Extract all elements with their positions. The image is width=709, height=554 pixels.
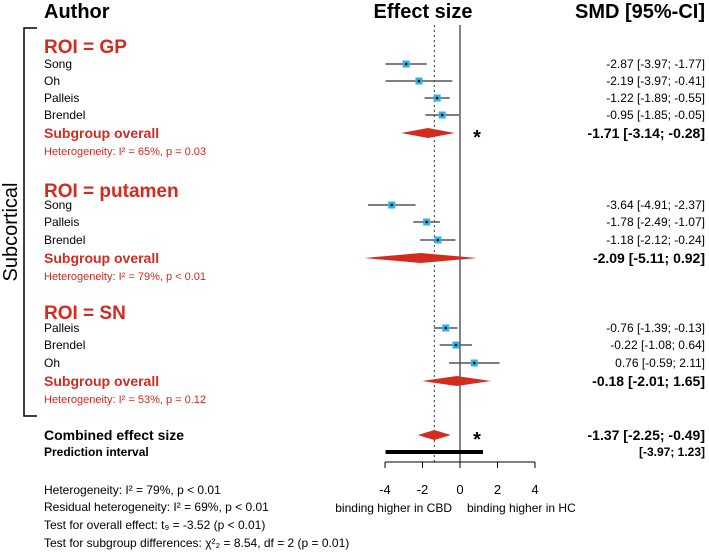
- x-tick-label: -4: [379, 482, 391, 497]
- header-smd: SMD [95%-CI]: [575, 1, 705, 23]
- footer-statistic: Test for subgroup differences: χ²₂ = 8.5…: [44, 536, 349, 550]
- study-name: Brendel: [44, 233, 85, 247]
- study-point-center: [436, 238, 440, 242]
- x-tick-label: 0: [456, 482, 463, 497]
- study-point-center: [435, 96, 439, 100]
- subgroup-diamond: [401, 128, 455, 138]
- subgroup-smd-label: -1.71 [-3.14; -0.28]: [588, 125, 706, 141]
- study-name: Brendel: [44, 108, 85, 122]
- combined-smd-label: -1.37 [-2.25; -0.49]: [588, 427, 706, 443]
- subgroup-overall-label: Subgroup overall: [44, 125, 159, 141]
- study-point-center: [444, 326, 448, 330]
- subgroup-title: ROI = putamen: [44, 181, 179, 202]
- study-smd-label: -1.18 [-2.12; -0.24]: [606, 233, 705, 247]
- study-name: Palleis: [44, 321, 79, 335]
- significance-marker: *: [473, 429, 481, 451]
- study-point-center: [425, 220, 428, 224]
- group-label: Subcortical: [0, 183, 22, 282]
- x-tick-label: 2: [494, 482, 501, 497]
- study-name: Song: [44, 198, 72, 212]
- subgroup-smd-label: -2.09 [-5.11; 0.92]: [593, 250, 705, 266]
- prediction-smd-label: [-3.97; 1.23]: [639, 445, 705, 459]
- subgroup-smd-label: -0.18 [-2.01; 1.65]: [592, 373, 705, 389]
- group-bracket: [23, 27, 37, 417]
- subgroup-diamond: [364, 253, 478, 263]
- combined-diamond: [417, 430, 451, 440]
- study-smd-label: 0.76 [-0.59; 2.11]: [615, 356, 705, 370]
- study-name: Song: [44, 57, 72, 71]
- subgroup-heterogeneity: Heterogeneity: I² = 65%, p = 0.03: [44, 146, 206, 158]
- study-smd-label: -2.19 [-3.97; -0.41]: [606, 74, 705, 88]
- study-smd-label: -0.95 [-1.85; -0.05]: [606, 108, 705, 122]
- header-effect-size: Effect size: [374, 1, 473, 23]
- header-author: Author: [44, 1, 110, 23]
- study-point-center: [440, 113, 444, 117]
- study-name: Oh: [44, 74, 60, 88]
- x-label-left: binding higher in CBD: [335, 501, 452, 515]
- footer-statistic: Test for overall effect: t₉ = -3.52 (p <…: [44, 518, 265, 532]
- study-smd-label: -0.22 [-1.08; 0.64]: [610, 338, 705, 352]
- prediction-label: Prediction interval: [44, 445, 149, 459]
- subgroup-heterogeneity: Heterogeneity: I² = 79%, p < 0.01: [44, 271, 206, 283]
- subgroup-title: ROI = GP: [44, 37, 127, 58]
- x-label-right: binding higher in HC: [467, 501, 576, 515]
- study-name: Palleis: [44, 215, 79, 229]
- study-smd-label: -2.87 [-3.97; -1.77]: [606, 57, 705, 71]
- subgroup-title: ROI = SN: [44, 303, 126, 324]
- footer-statistic: Heterogeneity: I² = 79%, p < 0.01: [44, 483, 221, 497]
- study-point-center: [404, 62, 408, 66]
- study-point-center: [472, 361, 476, 365]
- study-point-center: [390, 203, 394, 207]
- study-point-center: [454, 343, 458, 347]
- subgroup-overall-label: Subgroup overall: [44, 250, 159, 266]
- significance-marker: *: [473, 127, 481, 149]
- combined-label: Combined effect size: [44, 427, 184, 443]
- x-tick-label: -2: [417, 482, 429, 497]
- study-name: Brendel: [44, 338, 85, 352]
- study-smd-label: -0.76 [-1.39; -0.13]: [606, 321, 705, 335]
- study-smd-label: -3.64 [-4.91; -2.37]: [606, 198, 705, 212]
- study-point-center: [417, 79, 421, 83]
- footer-statistic: Residual heterogeneity: I² = 69%, p < 0.…: [44, 500, 269, 514]
- study-name: Palleis: [44, 91, 79, 105]
- study-smd-label: -1.22 [-1.89; -0.55]: [606, 91, 705, 105]
- study-name: Oh: [44, 356, 60, 370]
- x-tick-label: 4: [531, 482, 538, 497]
- subgroup-heterogeneity: Heterogeneity: I² = 53%, p = 0.12: [44, 394, 206, 406]
- subgroup-diamond: [422, 376, 491, 386]
- study-smd-label: -1.78 [-2.49; -1.07]: [606, 215, 705, 229]
- subgroup-overall-label: Subgroup overall: [44, 373, 159, 389]
